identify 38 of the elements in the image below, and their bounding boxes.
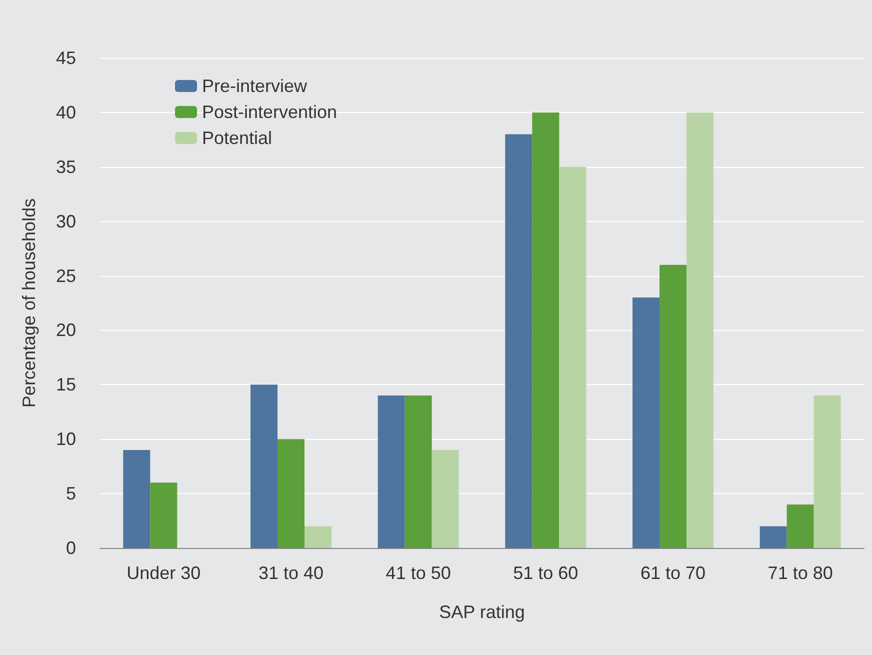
bar	[432, 450, 459, 548]
y-tick-label: 40	[56, 102, 76, 122]
y-tick-label: 20	[56, 320, 76, 340]
y-tick-label: 15	[56, 374, 76, 395]
bar	[559, 166, 586, 548]
bar	[250, 384, 278, 548]
x-tick-label: 61 to 70	[640, 563, 706, 583]
y-tick-label: 25	[56, 266, 76, 286]
bar	[786, 504, 814, 548]
bar	[686, 112, 714, 548]
x-tick-label: 71 to 80	[768, 563, 833, 583]
bar	[505, 134, 532, 548]
x-tick-label: 51 to 60	[513, 563, 578, 583]
bar	[760, 526, 787, 548]
x-tick-label: 41 to 50	[386, 563, 451, 583]
x-tick-label: Under 30	[126, 563, 201, 583]
bar	[304, 526, 332, 548]
y-tick-label: 0	[66, 538, 76, 558]
bar	[632, 298, 660, 548]
y-tick-label: 10	[56, 429, 76, 450]
y-tick-label: 35	[56, 156, 76, 177]
bar	[123, 450, 150, 548]
legend-label: Post-intervention	[202, 102, 338, 122]
bar	[814, 396, 841, 548]
bar	[404, 396, 432, 548]
y-tick-label: 5	[66, 484, 76, 504]
legend-label: Potential	[202, 128, 272, 148]
bar	[378, 396, 405, 548]
y-tick-label: 45	[56, 48, 76, 68]
bar	[278, 439, 304, 548]
x-tick-label: 31 to 40	[258, 563, 324, 583]
bar	[660, 264, 686, 548]
y-tick-label: 30	[56, 211, 76, 232]
bar	[532, 112, 560, 548]
y-axis-title: Percentage of households	[19, 198, 39, 408]
legend-label: Pre-interview	[202, 76, 308, 96]
bar	[150, 482, 178, 548]
x-axis-title: SAP rating	[439, 602, 525, 622]
